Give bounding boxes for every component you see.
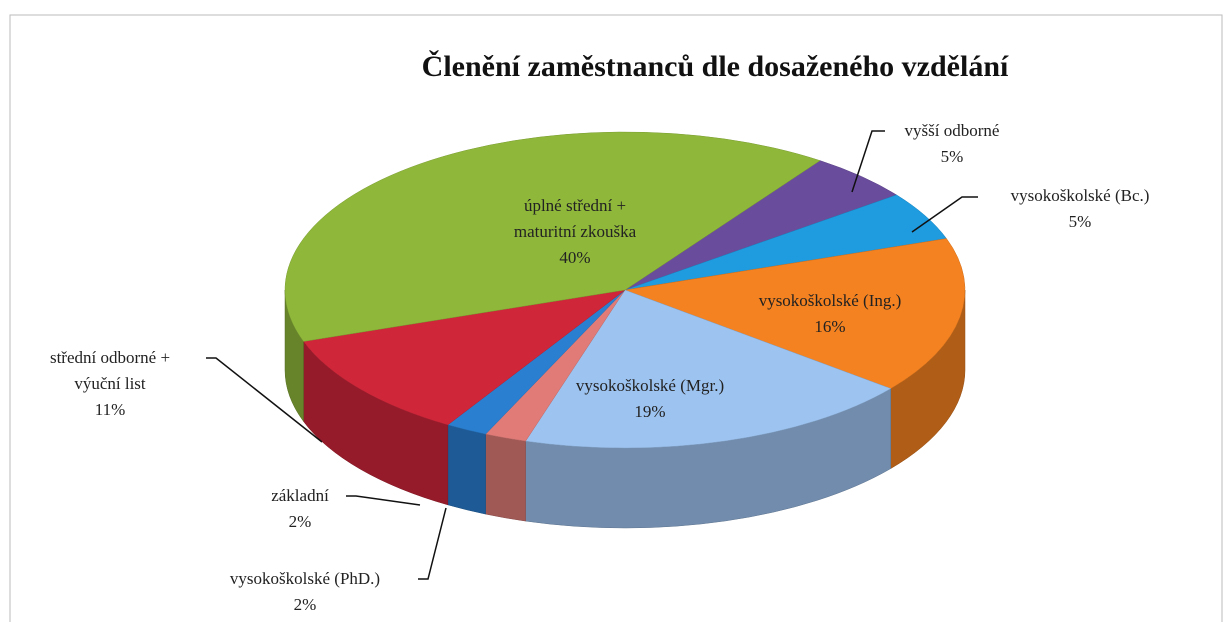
- pie-side: [485, 433, 526, 522]
- slice-value-label: 5%: [1068, 212, 1092, 231]
- leader-line: [911, 196, 978, 233]
- slice-label: vysokoškolské (Ing.): [758, 291, 902, 310]
- slice-value-label: 5%: [940, 147, 964, 166]
- slice-value-label: 19%: [634, 402, 666, 421]
- leader-line: [851, 130, 885, 193]
- leader-line: [206, 357, 323, 443]
- slice-label: střední odborné + výuční list: [49, 348, 171, 393]
- pie-slice: [303, 289, 626, 426]
- slice-label: základní: [271, 486, 329, 505]
- leader-line: [418, 507, 447, 580]
- pie-slice: [284, 131, 821, 342]
- pie-slice: [624, 238, 966, 389]
- slice-value-label: 11%: [94, 400, 126, 419]
- leader-line: [346, 495, 421, 506]
- slice-value-label: 40%: [559, 248, 591, 267]
- pie-side: [447, 424, 486, 515]
- slice-value-label: 2%: [288, 512, 312, 531]
- slice-label: úplné střední + maturitní zkouška: [513, 196, 637, 241]
- slice-label: vysokoškolské (PhD.): [229, 569, 381, 588]
- slice-label: vysokoškolské (Bc.): [1010, 186, 1150, 205]
- chart-border: [9, 14, 1223, 622]
- slice-value-label: 16%: [814, 317, 846, 336]
- slice-label: vysokoškolské (Mgr.): [575, 376, 725, 395]
- chart-title: Členění zaměstnanců dle dosaženého vzděl…: [421, 50, 1009, 83]
- slice-value-label: 2%: [293, 595, 317, 614]
- pie-slice: [525, 289, 892, 449]
- slice-label: vyšší odborné: [904, 121, 1000, 140]
